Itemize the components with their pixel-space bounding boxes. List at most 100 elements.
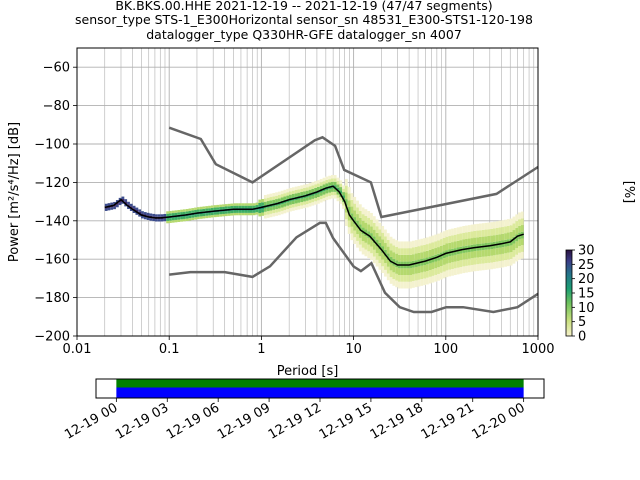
psd-histogram-cell	[129, 208, 133, 212]
psd-histogram-cell	[462, 266, 466, 274]
psd-histogram-cell	[269, 200, 273, 204]
psd-histogram-cell	[308, 189, 312, 194]
psd-histogram-cell	[213, 214, 217, 218]
psd-histogram-cell	[280, 204, 284, 208]
psd-histogram-cell	[202, 213, 206, 217]
psd-histogram-cell	[124, 203, 128, 207]
psd-histogram-cell	[216, 214, 220, 217]
psd-histogram-cell	[230, 203, 234, 206]
psd-histogram-cell	[314, 194, 318, 198]
psd-histogram-cell	[138, 211, 142, 215]
psd-histogram-cell	[353, 210, 357, 218]
psd-histogram-cell	[210, 205, 214, 208]
psd-histogram-cell	[470, 258, 474, 265]
title-line-3: datalogger_type Q330HR-GFE datalogger_sn…	[146, 27, 462, 42]
psd-histogram-cell	[448, 262, 452, 270]
psd-histogram-cell	[216, 212, 220, 215]
psd-histogram-cell	[465, 252, 468, 260]
psd-histogram-cell	[358, 211, 362, 218]
psd-histogram-cell	[462, 259, 466, 267]
psd-histogram-cell	[289, 208, 292, 212]
psd-histogram-cell	[453, 268, 457, 276]
psd-histogram-cell	[149, 213, 153, 216]
psd-histogram-cell	[398, 248, 401, 255]
psd-histogram-cell	[336, 191, 340, 195]
psd-histogram-cell	[347, 200, 351, 208]
psd-histogram-cell	[470, 251, 474, 259]
psd-histogram-cell	[252, 203, 256, 206]
psd-histogram-cell	[473, 251, 477, 258]
psd-histogram-cell	[350, 226, 354, 234]
psd-histogram-cell	[459, 253, 463, 261]
psd-histogram-cell	[272, 209, 276, 214]
psd-histogram-cell	[205, 213, 209, 216]
psd-histogram-cell	[451, 268, 454, 276]
psd-histogram-cell	[395, 240, 399, 247]
psd-histogram-cell	[238, 210, 242, 213]
psd-histogram-cell	[219, 207, 223, 210]
psd-histogram-cell	[406, 275, 410, 282]
time-tick-label: 12-19 18	[368, 400, 426, 442]
psd-histogram-cell	[392, 272, 396, 280]
psd-histogram-cell	[428, 263, 432, 271]
psd-histogram-cell	[398, 281, 401, 289]
psd-histogram-cell	[308, 203, 312, 207]
psd-histogram-cell	[378, 263, 382, 270]
psd-histogram-cell	[462, 226, 466, 233]
psd-histogram-cell	[180, 209, 183, 213]
psd-histogram-cell	[400, 241, 404, 249]
psd-histogram-cell	[110, 202, 114, 205]
psd-histogram-cell	[495, 234, 499, 242]
psd-histogram-cell	[420, 252, 424, 259]
psd-histogram-cell	[180, 212, 183, 215]
psd-histogram-cell	[269, 193, 273, 198]
psd-histogram-cell	[375, 219, 379, 227]
psd-histogram-cell	[291, 204, 295, 208]
psd-histogram-cell	[350, 199, 354, 207]
psd-histogram-cell	[249, 203, 253, 206]
psd-histogram-cell	[330, 178, 334, 182]
psd-histogram-cell	[501, 260, 505, 268]
psd-histogram-cell	[255, 212, 259, 215]
psd-histogram-cell	[434, 274, 438, 282]
psd-histogram-cell	[283, 203, 287, 207]
psd-histogram-cell	[339, 190, 343, 194]
psd-histogram-cell	[350, 193, 354, 200]
psd-histogram-cell	[462, 239, 466, 247]
psd-histogram-cell	[166, 220, 169, 224]
psd-histogram-cell	[520, 225, 524, 232]
psd-histogram-cell	[166, 213, 169, 217]
x-ticks: 0.01 0.1 1 10 100 1000	[63, 336, 555, 357]
psd-histogram-cell	[481, 263, 485, 271]
psd-histogram-cell	[414, 246, 418, 254]
psd-histogram-cell	[375, 226, 379, 233]
psd-histogram-cell	[367, 211, 371, 218]
psd-histogram-cell	[411, 240, 415, 248]
psd-histogram-cell	[277, 191, 281, 196]
psd-histogram-cell	[188, 210, 192, 214]
psd-histogram-cell	[492, 221, 496, 229]
psd-histogram-cell	[492, 228, 496, 236]
psd-histogram-cell	[400, 268, 404, 276]
psd-histogram-cell	[470, 264, 474, 272]
psd-histogram-cell	[286, 195, 290, 199]
psd-histogram-cell	[403, 275, 407, 282]
psd-histogram-cell	[272, 213, 276, 217]
psd-histogram-cell	[367, 224, 371, 232]
psd-histogram-cell	[381, 259, 385, 267]
psd-histogram-cell	[473, 237, 477, 245]
psd-histogram-cell	[487, 262, 491, 270]
psd-histogram-cell	[294, 203, 298, 207]
x-tick-label: 0.1	[159, 342, 180, 357]
psd-histogram-cell	[476, 223, 480, 231]
psd-histogram-cell	[314, 181, 318, 185]
psd-histogram-cell	[364, 215, 368, 223]
psd-histogram-cell	[459, 226, 463, 234]
psd-histogram-cell	[456, 227, 460, 235]
time-tick-label: 12-19 15	[317, 400, 375, 442]
psd-histogram-cell	[465, 259, 468, 266]
psd-histogram-cell	[155, 219, 158, 222]
psd-histogram-cell	[311, 202, 315, 206]
psd-histogram-cell	[289, 191, 292, 195]
